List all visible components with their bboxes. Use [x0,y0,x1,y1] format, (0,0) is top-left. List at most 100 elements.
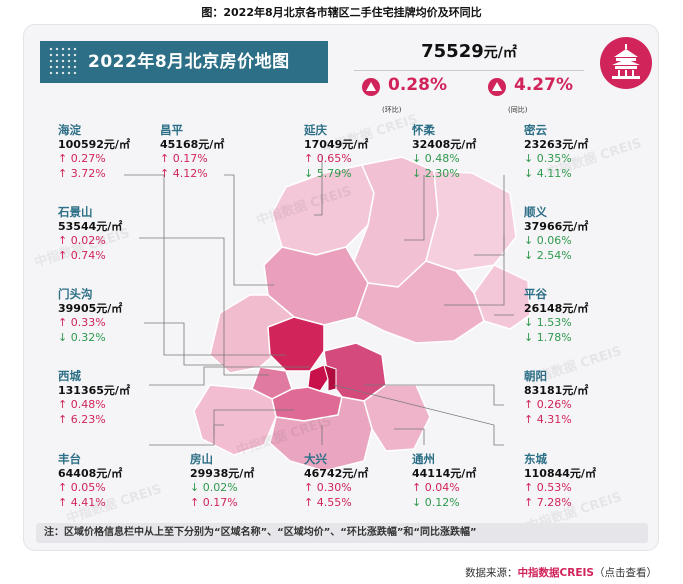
district-yoy: ↑ 4.55% [304,495,352,509]
district-mom: ↑ 0.65% [304,152,352,165]
district-mom: ↑ 0.30% [304,481,352,494]
district-yoy: ↓ 5.79% [304,166,352,180]
district-price: 37966元/㎡ [524,219,589,233]
district-label-14: 通州 44114元/㎡ ↑ 0.04% ↓ 0.12% [412,452,522,510]
district-mom: ↑ 0.53% [524,481,572,494]
dot-pattern-decoration [48,46,78,78]
district-price: 26148元/㎡ [524,301,589,315]
district-yoy: ↓ 0.32% [58,330,106,344]
overall-price-box: 75529元/㎡ [354,39,584,71]
district-name: 东城 [524,452,547,466]
banner-title: 2022年8月北京房价地图 [88,52,290,72]
district-mom: ↓ 0.35% [524,152,572,165]
district-label-4: 密云 23263元/㎡ ↓ 0.35% ↓ 4.11% [524,123,634,181]
district-name: 丰台 [58,452,81,466]
source-brand-link[interactable]: 中指数据CREIS [517,567,594,579]
map-title-banner: 2022年8月北京房价地图 [40,41,328,83]
district-mom: ↑ 0.17% [160,152,208,165]
district-price: 45168元/㎡ [160,137,225,151]
district-yoy: ↓ 2.30% [412,166,460,180]
district-yoy: ↑ 4.31% [524,412,572,426]
leader-lines [124,155,514,446]
overall-yoy-label: (同比) [508,106,528,114]
district-yoy: ↑ 7.28% [524,495,572,509]
map-region-fangshan [193,384,277,456]
district-mom: ↓ 0.02% [190,481,238,494]
temple-of-heaven-logo-icon [600,37,652,89]
district-yoy: ↑ 3.72% [58,166,106,180]
district-name: 朝阳 [524,369,547,383]
district-yoy: ↑ 4.41% [58,495,106,509]
district-price: 64408元/㎡ [58,466,123,480]
district-mom: ↑ 0.04% [412,481,460,494]
district-label-0: 海淀 100592元/㎡ ↑ 0.27% ↑ 3.72% [58,123,168,181]
overall-price-value: 75529 [421,41,484,62]
district-price: 53544元/㎡ [58,219,123,233]
district-name: 石景山 [58,205,93,219]
district-yoy: ↑ 0.74% [58,248,106,262]
district-name: 海淀 [58,123,81,137]
source-suffix: （点击查看） [594,567,657,579]
district-price: 131365元/㎡ [58,383,130,397]
district-price: 39905元/㎡ [58,301,123,315]
map-region-miyun [425,170,517,272]
district-label-9: 西城 131365元/㎡ ↑ 0.48% ↑ 6.23% [58,369,168,427]
district-name: 昌平 [160,123,183,137]
up-triangle-icon [488,78,506,96]
district-label-5: 石景山 53544元/㎡ ↑ 0.02% ↑ 0.74% [58,205,168,263]
map-region-dongcheng [323,364,337,392]
district-yoy: ↑ 0.17% [190,495,238,509]
map-region-haidian [267,316,325,372]
district-mom: ↓ 1.53% [524,316,572,329]
district-name: 房山 [190,452,213,466]
district-yoy: ↓ 1.78% [524,330,572,344]
district-mom: ↑ 0.33% [58,316,106,329]
district-label-15: 东城 110844元/㎡ ↑ 0.53% ↑ 7.28% [524,452,634,510]
district-mom: ↓ 0.06% [524,234,572,247]
district-label-11: 丰台 64408元/㎡ ↑ 0.05% ↑ 4.41% [58,452,168,510]
source-prefix: 数据来源： [465,567,518,579]
district-label-3: 怀柔 32408元/㎡ ↓ 0.48% ↓ 2.30% [412,123,522,181]
district-mom: ↑ 0.26% [524,398,572,411]
district-label-10: 朝阳 83181元/㎡ ↑ 0.26% ↑ 4.31% [524,369,634,427]
district-price: 23263元/㎡ [524,137,589,151]
overall-yoy-value: 4.27% [514,75,573,95]
overall-mom-value: 0.28% [388,75,447,95]
district-mom: ↓ 0.48% [412,152,460,165]
price-map-card: 2022年8月北京房价地图 75529元/㎡ 0.28% (环比) 4.27% … [23,24,659,551]
figure-title: 图：2022年8月北京各市辖区二手住宅挂牌均价及环同比 [201,6,482,19]
district-price: 100592元/㎡ [58,137,130,151]
district-name: 大兴 [304,452,327,466]
district-mom: ↑ 0.05% [58,481,106,494]
map-region-xicheng [307,364,329,392]
legend-note: 注：区域价格信息栏中从上至下分别为“区域名称”、“区域均价”、“环比涨跌幅”和“… [36,523,648,543]
district-yoy: ↑ 6.23% [58,412,106,426]
district-name: 密云 [524,123,547,137]
district-mom: ↑ 0.02% [58,234,106,247]
district-yoy: ↓ 0.12% [412,495,460,509]
district-label-8: 平谷 26148元/㎡ ↓ 1.53% ↓ 1.78% [524,287,634,345]
district-name: 西城 [58,369,81,383]
data-source: 数据来源：中指数据CREIS（点击查看） [465,565,657,580]
district-price: 32408元/㎡ [412,137,477,151]
district-yoy: ↓ 4.11% [524,166,572,180]
district-name: 顺义 [524,205,547,219]
beijing-district-map [124,155,531,472]
district-name: 延庆 [304,123,327,137]
district-price: 83181元/㎡ [524,383,589,397]
district-label-1: 昌平 45168元/㎡ ↑ 0.17% ↑ 4.12% [160,123,270,181]
map-region-shunyi [355,260,485,344]
district-label-7: 门头沟 39905元/㎡ ↑ 0.33% ↓ 0.32% [58,287,168,345]
district-name: 平谷 [524,287,547,301]
district-yoy: ↑ 4.12% [160,166,208,180]
district-name: 怀柔 [412,123,435,137]
district-label-6: 顺义 37966元/㎡ ↓ 0.06% ↓ 2.54% [524,205,634,263]
district-price: 46742元/㎡ [304,466,369,480]
district-yoy: ↓ 2.54% [524,248,572,262]
overall-price-unit: 元/㎡ [483,45,517,61]
district-price: 29938元/㎡ [190,466,255,480]
district-name: 通州 [412,452,435,466]
district-price: 110844元/㎡ [524,466,596,480]
map-region-daxing [269,396,373,472]
district-price: 44114元/㎡ [412,466,477,480]
